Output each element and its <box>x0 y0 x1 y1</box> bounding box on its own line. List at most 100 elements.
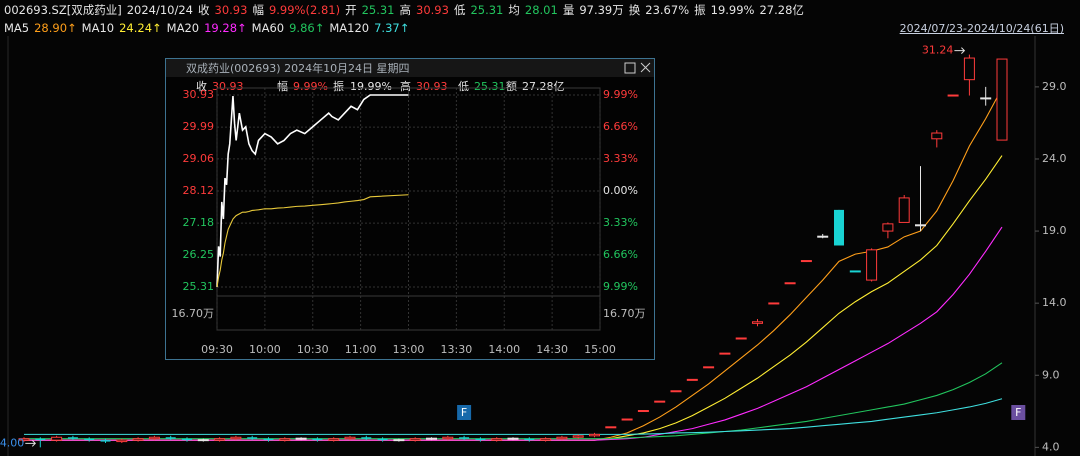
stat-value: 9.99% <box>293 80 328 93</box>
candle-body <box>393 439 405 442</box>
candle-body <box>182 438 192 441</box>
ma-line <box>24 362 1003 440</box>
quote-date: 2024/10/24 <box>126 3 194 17</box>
y-tick-label: 24.0 <box>1042 152 1067 165</box>
y2-tick-label: 6.66% <box>603 248 638 261</box>
field-label: 幅 <box>252 3 264 17</box>
x-tick-label: 15:00 <box>584 343 616 356</box>
candle-body <box>214 438 226 441</box>
ma-name: MA5 <box>4 21 30 35</box>
stat-value: 30.93 <box>416 80 448 93</box>
candle-body <box>866 249 878 281</box>
intraday-line <box>216 194 409 288</box>
ma-name: MA20 <box>166 21 200 35</box>
popup-title: 双成药业(002693) 2024年10月24日 星期四 <box>186 61 410 75</box>
date-range[interactable]: 2024/07/23-2024/10/24(61日) <box>899 22 1064 35</box>
popup-frame <box>165 58 655 360</box>
candle-body <box>116 439 128 443</box>
stat-label: 额 <box>506 80 517 93</box>
x-tick-label: 13:00 <box>393 343 425 356</box>
restore-button[interactable] <box>624 62 636 74</box>
candle-body <box>589 433 600 437</box>
ma-legend: MA5 28.90↑ MA10 24.24↑ MA20 19.28↑ MA60 9.86↑ MA… <box>4 20 409 36</box>
y2-tick-label: 0.00% <box>603 184 638 197</box>
candle-body <box>475 438 486 441</box>
ma-value: 24.24↑ <box>119 21 162 35</box>
y-tick-label: 9.0 <box>1042 368 1060 381</box>
stat-label: 收 <box>196 79 207 93</box>
x-tick-label: 11:00 <box>345 343 377 356</box>
candle-body <box>540 438 552 441</box>
y2-tick-label: 3.33% <box>603 216 638 229</box>
y-tick-label: 27.18 <box>183 216 215 229</box>
annotation-label: 31.24 <box>922 44 954 57</box>
candle-body <box>263 438 274 441</box>
candle-body <box>817 235 829 238</box>
field-value: 23.67% <box>645 3 690 17</box>
ma-value: 7.37↑ <box>374 21 410 35</box>
candle-body <box>312 438 323 441</box>
candle-body <box>507 437 519 440</box>
y-tick-label: 4.0 <box>1042 440 1060 453</box>
candle-body <box>996 58 1008 141</box>
field-label: 振 <box>694 3 706 17</box>
candle-body <box>849 270 861 273</box>
field-value: 25.31 <box>361 3 395 17</box>
volume-label: 16.70万 <box>603 307 646 320</box>
close-button[interactable] <box>640 62 651 73</box>
stat-value: 27.28亿 <box>522 80 565 93</box>
candle-body <box>409 438 421 441</box>
field-value: 28.01 <box>524 3 558 17</box>
candle-body <box>980 97 992 100</box>
ma-name: MA10 <box>81 21 115 35</box>
annotation-arrow <box>954 47 966 54</box>
stat-label: 振 <box>333 79 344 93</box>
candle-body <box>295 437 307 440</box>
field-label: 开 <box>345 3 357 17</box>
candle-body <box>670 390 682 393</box>
stat-value: 30.93 <box>212 80 244 93</box>
stat-value: 25.31 <box>474 80 506 93</box>
candle-body <box>963 57 975 81</box>
y2-tick-label: 3.33% <box>603 152 638 165</box>
stock-code: 002693.SZ[双成药业] <box>4 3 122 17</box>
candle-body <box>915 224 926 227</box>
volume-label: 16.70万 <box>172 307 215 320</box>
y2-tick-label: 9.99% <box>603 88 638 101</box>
candle-body <box>377 438 388 441</box>
y2-tick-label: 6.66% <box>603 120 638 133</box>
candle-body <box>35 438 46 441</box>
field-value: 25.31 <box>470 3 504 17</box>
candle-body <box>882 223 894 232</box>
annotation-label: 4.00 <box>0 436 24 449</box>
ma-value: 9.86↑ <box>289 21 325 35</box>
field-value: 30.93 <box>416 3 449 17</box>
candle-body <box>230 436 242 440</box>
y-tick-label: 14.0 <box>1042 296 1067 309</box>
candle-body <box>426 437 437 440</box>
candle-body <box>654 400 666 403</box>
candle-body <box>637 410 649 413</box>
candle-body <box>686 378 698 381</box>
candle-body <box>800 260 812 263</box>
event-marker-label: F <box>461 406 467 419</box>
x-tick-label: 10:30 <box>297 343 329 356</box>
candle-body <box>197 439 209 442</box>
candle-body <box>947 94 959 97</box>
y-tick-label: 25.31 <box>183 280 215 293</box>
field-label: 低 <box>453 3 466 17</box>
field-value: 9.99%(2.81) <box>268 3 341 17</box>
candle-body <box>719 352 731 355</box>
ma-line <box>24 398 1003 435</box>
candle-body <box>784 282 796 285</box>
event-marker[interactable] <box>457 405 472 420</box>
field-value: 19.99% <box>710 3 755 17</box>
x-tick-label: 10:00 <box>249 343 281 356</box>
stat-label: 低 <box>458 80 469 93</box>
ma-value: 19.28↑ <box>204 21 247 35</box>
y-tick-label: 30.93 <box>183 88 215 101</box>
field-value: 97.39万 <box>579 3 624 17</box>
event-marker[interactable] <box>1011 405 1026 420</box>
